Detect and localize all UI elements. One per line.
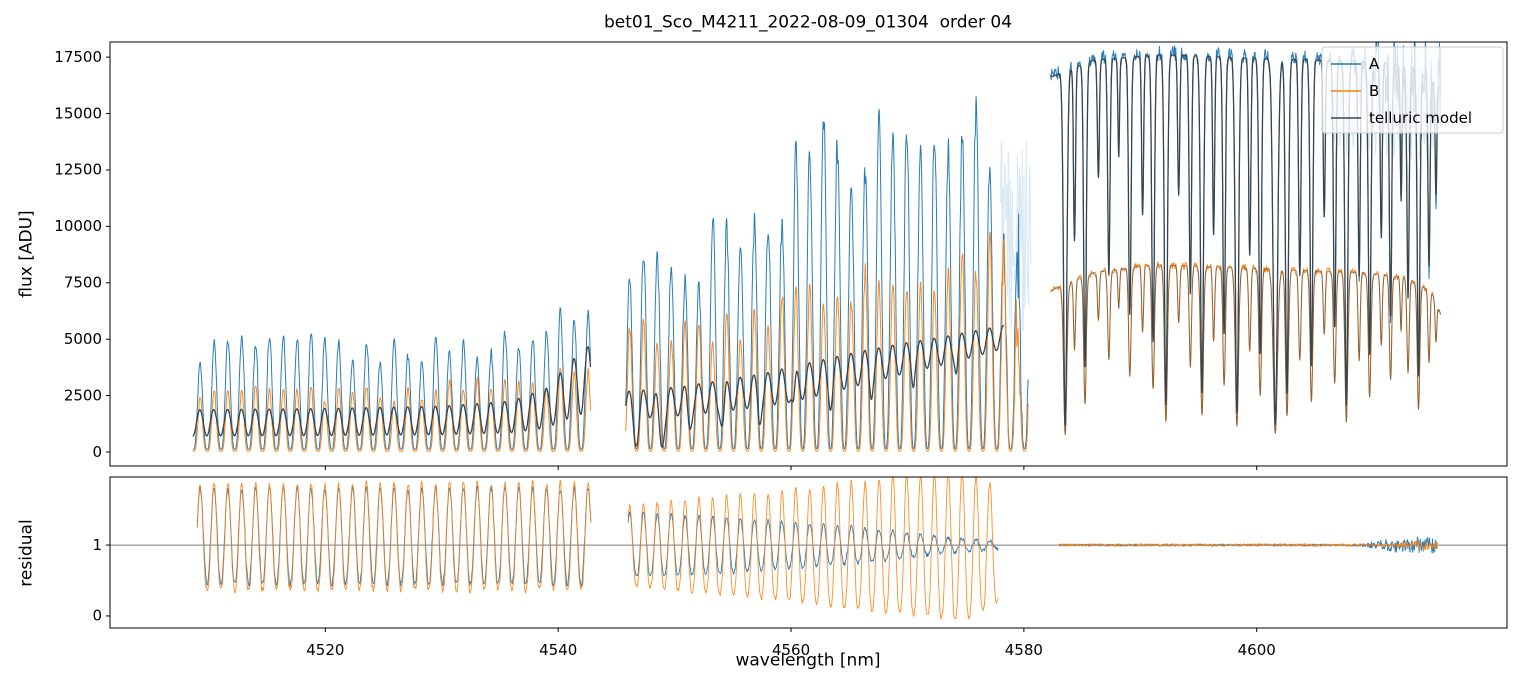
chart-title: bet01_Sco_M4211_2022-08-09_01304 order 0… bbox=[603, 12, 1013, 33]
residual-b-seg2 bbox=[627, 477, 999, 620]
series-b-seg1 bbox=[192, 367, 591, 452]
y-tick-label-flux: 0 bbox=[92, 443, 102, 461]
x-tick-label: 4520 bbox=[306, 641, 344, 659]
axes: 0 2500 5000 7500 10000 12500 15000 17500 0 1 4520 4… bbox=[54, 41, 1508, 659]
residual-series-group bbox=[110, 477, 1507, 620]
legend-label-telluric-model: telluric model bbox=[1369, 109, 1472, 127]
series-b-seg2 bbox=[625, 231, 1029, 452]
y-tick-label-flux: 5000 bbox=[64, 330, 102, 348]
flux-panel-frame bbox=[109, 41, 1508, 467]
y-tick-label-flux: 15000 bbox=[54, 104, 102, 122]
legend-label-a: A bbox=[1369, 55, 1380, 73]
series-a-seg2 bbox=[625, 96, 1029, 450]
x-tick-label: 4600 bbox=[1238, 641, 1276, 659]
y-tick-label-residual: 1 bbox=[92, 536, 102, 554]
y-tick-label-flux: 17500 bbox=[54, 48, 102, 66]
flux-series-group bbox=[192, 42, 1442, 452]
series-telluric-seg1 bbox=[192, 345, 592, 437]
legend-box bbox=[1321, 46, 1504, 134]
series-telluric-seg2 bbox=[625, 324, 1005, 448]
y-tick-label-flux: 12500 bbox=[54, 161, 102, 179]
residual-b-seg1 bbox=[196, 479, 592, 594]
residual-panel-frame bbox=[109, 476, 1508, 629]
series-telluric-overlay-b-seg3 bbox=[1050, 264, 1442, 435]
residual-a-seg1 bbox=[196, 485, 592, 587]
y-tick-label-flux: 10000 bbox=[54, 217, 102, 235]
y-tick-label-flux: 2500 bbox=[64, 386, 102, 404]
series-a-seg1 bbox=[192, 307, 591, 450]
x-axis-label: wavelength [nm] bbox=[735, 650, 881, 671]
x-tick-label: 4560 bbox=[772, 641, 810, 659]
y-axis-label-flux: flux [ADU] bbox=[16, 210, 37, 298]
legend-label-b: B bbox=[1369, 82, 1379, 100]
y-tick-label-residual: 0 bbox=[92, 607, 102, 625]
y-tick-label-flux: 7500 bbox=[64, 274, 102, 292]
y-axis-label-residual: residual bbox=[16, 519, 37, 587]
x-tick-label: 4540 bbox=[539, 641, 577, 659]
x-tick-label: 4580 bbox=[1005, 641, 1043, 659]
residual-b-seg3 bbox=[1058, 540, 1438, 551]
